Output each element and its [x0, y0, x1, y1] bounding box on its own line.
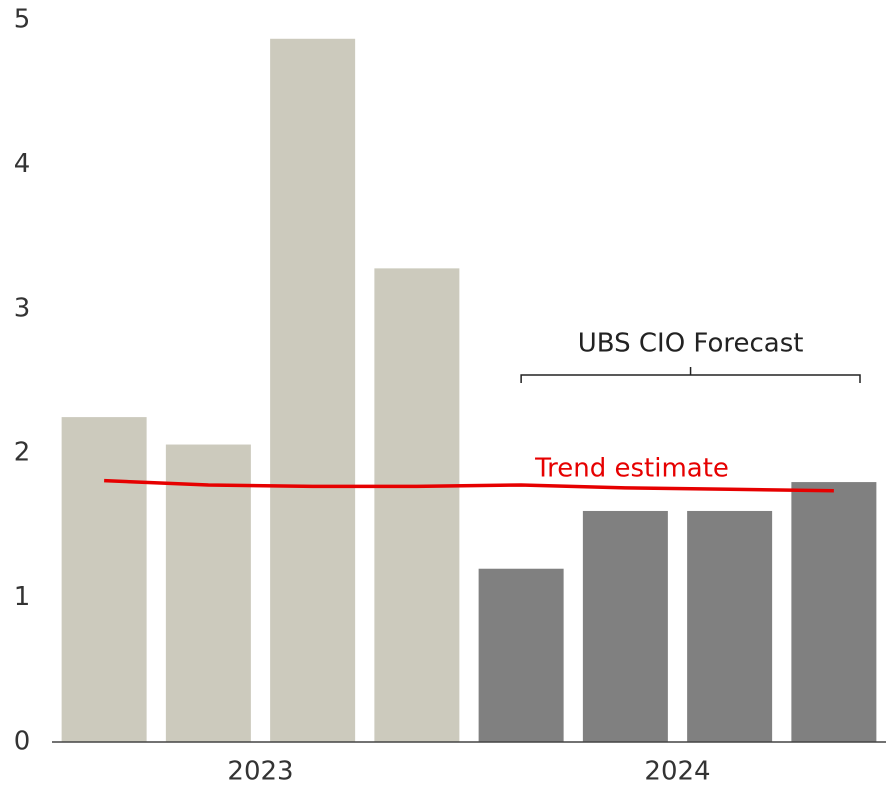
group-label: 2024 [644, 757, 710, 785]
bar [61, 417, 147, 742]
y-tick-label: 5 [14, 5, 31, 35]
bar [687, 510, 773, 742]
bar [374, 268, 460, 742]
group-label: 2023 [227, 757, 293, 785]
y-tick-label: 0 [14, 727, 31, 757]
bar [165, 444, 251, 742]
bar [478, 568, 564, 742]
bar [791, 482, 877, 742]
bar [582, 510, 668, 742]
forecast-bracket [520, 367, 861, 383]
y-tick-label: 4 [14, 149, 31, 179]
y-tick-label: 2 [14, 438, 31, 468]
y-tick-label: 3 [14, 293, 31, 323]
trend-label: Trend estimate [534, 454, 729, 484]
trend-line [104, 478, 834, 493]
bar [270, 38, 356, 743]
y-tick-label: 1 [14, 582, 31, 612]
annotation: UBS CIO Forecast [578, 329, 804, 359]
